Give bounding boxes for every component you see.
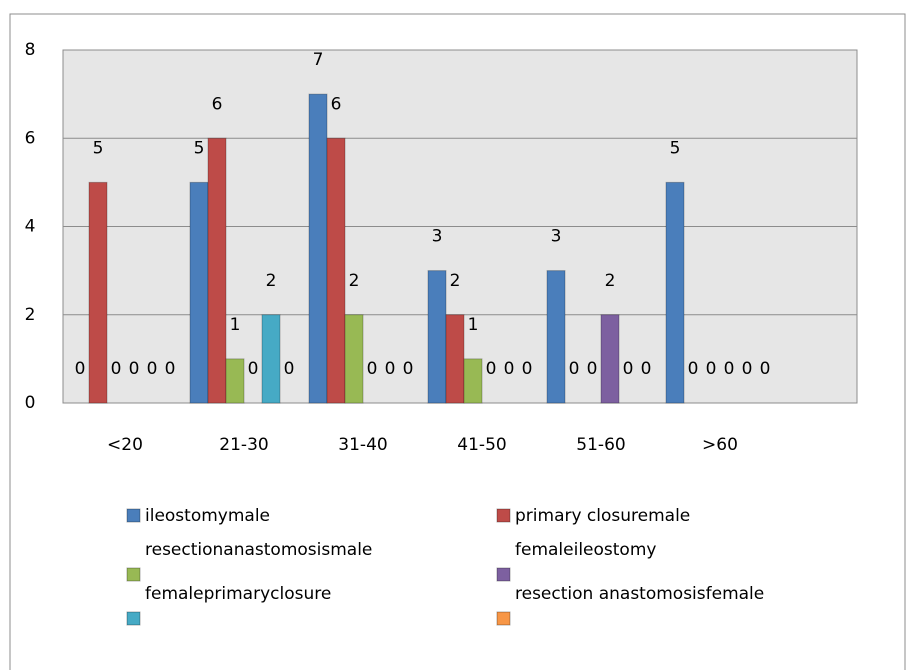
data-label: 0 — [504, 359, 515, 379]
x-tick-label: 41-50 — [457, 435, 506, 455]
legend-label: ileostomymale — [145, 506, 270, 526]
data-label: 3 — [432, 227, 443, 247]
bar — [308, 93, 328, 404]
y-tick-label: 6 — [25, 128, 36, 148]
legend-label: primary closuremale — [515, 506, 690, 526]
x-tick-label: 51-60 — [576, 435, 625, 455]
data-label: 2 — [605, 271, 616, 291]
data-label: 0 — [147, 359, 158, 379]
data-label: 0 — [486, 359, 497, 379]
data-label: 0 — [284, 359, 295, 379]
bar — [189, 181, 209, 404]
data-label: 2 — [450, 271, 461, 291]
legend-label: resectionanastomosismale — [145, 540, 372, 560]
bar — [665, 181, 685, 404]
legend-label: femaleprimaryclosure — [145, 584, 331, 604]
data-label: 2 — [266, 271, 277, 291]
legend-swatch — [126, 567, 141, 582]
data-label: 0 — [760, 359, 771, 379]
legend-swatch — [126, 508, 141, 523]
data-label: 0 — [111, 359, 122, 379]
data-label: 0 — [641, 359, 652, 379]
data-label: 7 — [313, 50, 324, 70]
data-label: 6 — [212, 94, 223, 114]
data-label: 0 — [522, 359, 533, 379]
bar — [445, 314, 465, 404]
bar — [463, 358, 483, 404]
data-label: 0 — [248, 359, 259, 379]
data-label: 0 — [706, 359, 717, 379]
legend-swatch — [496, 611, 511, 626]
bar — [88, 181, 108, 404]
data-label: 5 — [670, 138, 681, 158]
x-tick-label: 31-40 — [338, 435, 387, 455]
x-tick-label: >60 — [702, 435, 738, 455]
data-label: 0 — [385, 359, 396, 379]
legend-swatch — [496, 508, 511, 523]
data-label: 0 — [75, 359, 86, 379]
data-label: 0 — [129, 359, 140, 379]
bar — [344, 314, 364, 404]
bar — [225, 358, 245, 404]
data-label: 3 — [551, 227, 562, 247]
data-label: 0 — [688, 359, 699, 379]
y-tick-label: 2 — [25, 305, 36, 325]
data-label: 2 — [349, 271, 360, 291]
bar — [427, 270, 447, 404]
bar — [546, 270, 566, 404]
y-tick-label: 4 — [25, 217, 36, 237]
legend-swatch — [126, 611, 141, 626]
data-label: 0 — [403, 359, 414, 379]
data-label: 0 — [623, 359, 634, 379]
legend-swatch — [496, 567, 511, 582]
data-label: 0 — [742, 359, 753, 379]
bar — [207, 137, 227, 404]
bar — [261, 314, 281, 404]
data-label: 1 — [468, 315, 479, 335]
y-tick-label: 0 — [25, 393, 36, 413]
data-label: 5 — [93, 138, 104, 158]
bar — [326, 137, 346, 404]
data-label: 0 — [569, 359, 580, 379]
data-label: 1 — [230, 315, 241, 335]
data-label: 5 — [194, 138, 205, 158]
legend-label: femaleileostomy — [515, 540, 656, 560]
data-label: 6 — [331, 94, 342, 114]
data-label: 0 — [587, 359, 598, 379]
bar — [600, 314, 620, 404]
data-label: 0 — [367, 359, 378, 379]
x-tick-label: 21-30 — [219, 435, 268, 455]
legend-label: resection anastomosisfemale — [515, 584, 764, 604]
x-tick-label: <20 — [107, 435, 143, 455]
data-label: 0 — [724, 359, 735, 379]
y-tick-label: 8 — [25, 40, 36, 60]
data-label: 0 — [165, 359, 176, 379]
